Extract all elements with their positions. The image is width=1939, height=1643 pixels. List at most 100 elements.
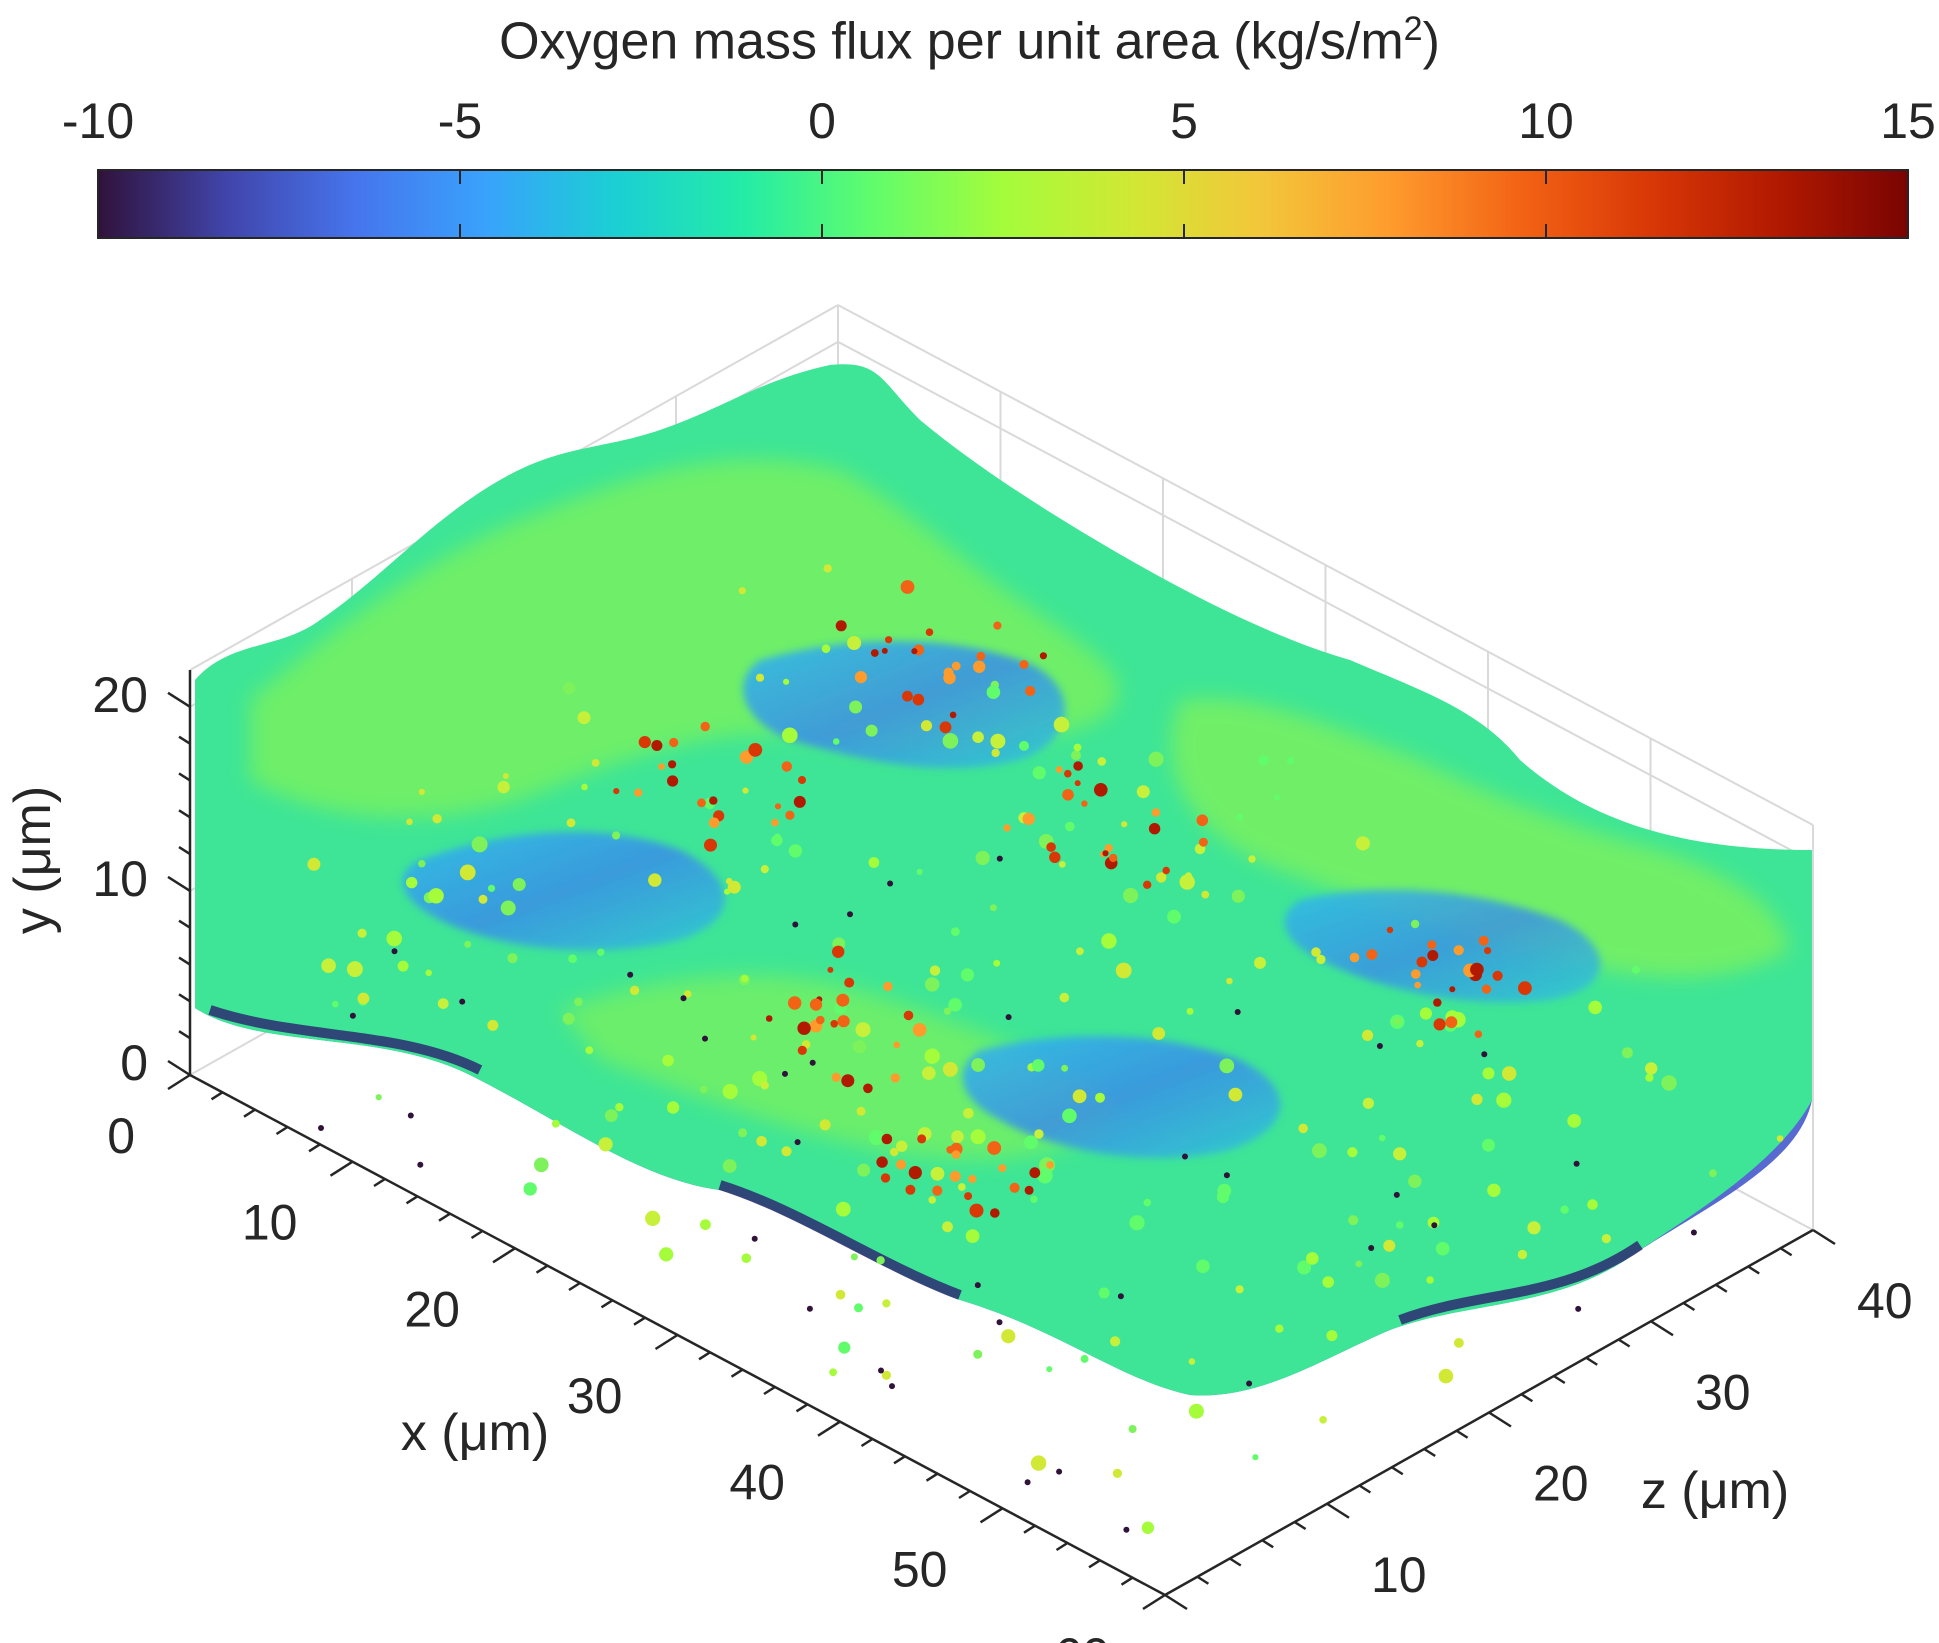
x-minor-tick bbox=[730, 1368, 744, 1378]
reaction-spot bbox=[881, 647, 888, 654]
droplet bbox=[1059, 992, 1070, 1003]
dark-droplet bbox=[1368, 1245, 1375, 1251]
droplet bbox=[865, 724, 878, 737]
reaction-spot bbox=[1162, 866, 1170, 875]
droplet bbox=[604, 1109, 618, 1122]
reaction-spot bbox=[837, 1015, 850, 1028]
dark-droplet bbox=[349, 1012, 356, 1019]
droplet bbox=[1311, 947, 1321, 957]
dark-droplet bbox=[1182, 1153, 1188, 1160]
droplet bbox=[1631, 965, 1640, 974]
x-minor-tick bbox=[405, 1195, 419, 1205]
droplet bbox=[991, 748, 1000, 758]
dark-droplet bbox=[809, 1059, 816, 1066]
reaction-spot bbox=[990, 1208, 1000, 1218]
reaction-spot bbox=[883, 981, 893, 992]
x-tick-mark bbox=[1142, 1593, 1166, 1611]
reaction-spot bbox=[1094, 783, 1108, 797]
droplet bbox=[1286, 757, 1295, 765]
droplet bbox=[568, 954, 577, 964]
droplet bbox=[990, 733, 1006, 749]
reaction-spot bbox=[668, 760, 677, 769]
reaction-spot bbox=[658, 763, 665, 770]
droplet bbox=[965, 1229, 980, 1243]
reaction-spot bbox=[1453, 945, 1464, 956]
droplet bbox=[563, 682, 576, 695]
y-tick-label: 10 bbox=[92, 851, 148, 907]
reaction-spot bbox=[836, 993, 850, 1007]
dark-droplet bbox=[1117, 1293, 1124, 1300]
droplet bbox=[951, 1130, 964, 1143]
x-minor-tick bbox=[1088, 1559, 1101, 1569]
droplet bbox=[307, 857, 321, 871]
dark-droplet bbox=[996, 855, 1003, 862]
grid-line bbox=[837, 304, 1814, 826]
reaction-zones bbox=[613, 580, 1532, 1218]
reaction-spot bbox=[1062, 789, 1074, 801]
reaction-spot bbox=[704, 838, 717, 852]
droplet bbox=[1347, 1147, 1358, 1158]
y-tick-label: 0 bbox=[120, 1035, 148, 1091]
dark-droplet bbox=[1690, 1229, 1697, 1236]
colorbar-tick-label: 10 bbox=[1518, 93, 1574, 149]
droplet bbox=[321, 958, 336, 973]
droplet bbox=[835, 1201, 851, 1217]
x-minor-tick bbox=[243, 1108, 256, 1118]
reaction-spot bbox=[968, 1174, 977, 1184]
droplet bbox=[1073, 743, 1082, 752]
reaction-spot bbox=[903, 1010, 914, 1021]
reaction-spot bbox=[1049, 851, 1061, 863]
droplet bbox=[924, 1048, 940, 1064]
reaction-spot bbox=[638, 736, 651, 749]
colorbar: -10 -5 0 5 10 15 bbox=[62, 93, 1936, 239]
droplet bbox=[989, 904, 997, 912]
x-minor-tick bbox=[958, 1489, 971, 1500]
reaction-spot bbox=[1478, 935, 1489, 946]
droplet bbox=[386, 930, 403, 947]
droplet bbox=[1355, 1260, 1363, 1268]
droplet bbox=[857, 1163, 871, 1177]
z-minor-tick bbox=[1196, 1575, 1210, 1585]
droplet bbox=[1188, 1403, 1204, 1419]
droplet bbox=[523, 1182, 537, 1196]
droplet bbox=[1037, 1168, 1053, 1184]
droplet bbox=[750, 1034, 757, 1041]
x-minor-tick bbox=[795, 1403, 809, 1413]
reaction-spot bbox=[905, 1184, 916, 1195]
droplet bbox=[1072, 1089, 1087, 1104]
x-tick-label: 0 bbox=[107, 1108, 135, 1164]
reaction-spot bbox=[908, 1166, 922, 1180]
droplet bbox=[943, 1007, 952, 1015]
y-tick-mark bbox=[167, 1059, 191, 1077]
droplet bbox=[853, 1040, 867, 1054]
droplet bbox=[1393, 1147, 1407, 1161]
droplet bbox=[577, 711, 591, 725]
reaction-spot bbox=[964, 1192, 973, 1201]
surface-dark-edge bbox=[208, 1005, 1643, 1325]
droplet bbox=[1076, 947, 1084, 956]
droplet bbox=[1248, 855, 1256, 863]
dark-droplet bbox=[1481, 1051, 1488, 1058]
reaction-spot bbox=[973, 660, 986, 673]
reaction-spot bbox=[925, 628, 934, 636]
reaction-spot bbox=[844, 977, 855, 988]
z-minor-tick bbox=[1293, 1520, 1307, 1531]
reaction-spot bbox=[1416, 956, 1428, 968]
droplet bbox=[1645, 1062, 1658, 1075]
droplet bbox=[741, 975, 749, 983]
droplet bbox=[1482, 1067, 1495, 1080]
dark-droplet bbox=[1573, 1160, 1580, 1167]
droplet bbox=[788, 844, 803, 858]
droplet bbox=[574, 997, 583, 1007]
droplet bbox=[502, 773, 509, 779]
colorbar-title-close: ) bbox=[1422, 12, 1440, 71]
reaction-spot bbox=[912, 693, 925, 706]
dark-droplet bbox=[407, 1112, 414, 1119]
y-minor-tick bbox=[178, 993, 191, 1003]
droplet bbox=[1567, 1114, 1582, 1128]
droplet bbox=[1188, 1358, 1196, 1365]
droplet bbox=[882, 1299, 891, 1308]
droplet bbox=[1426, 1276, 1434, 1284]
reaction-spot bbox=[890, 1073, 900, 1083]
droplet bbox=[854, 1303, 863, 1313]
